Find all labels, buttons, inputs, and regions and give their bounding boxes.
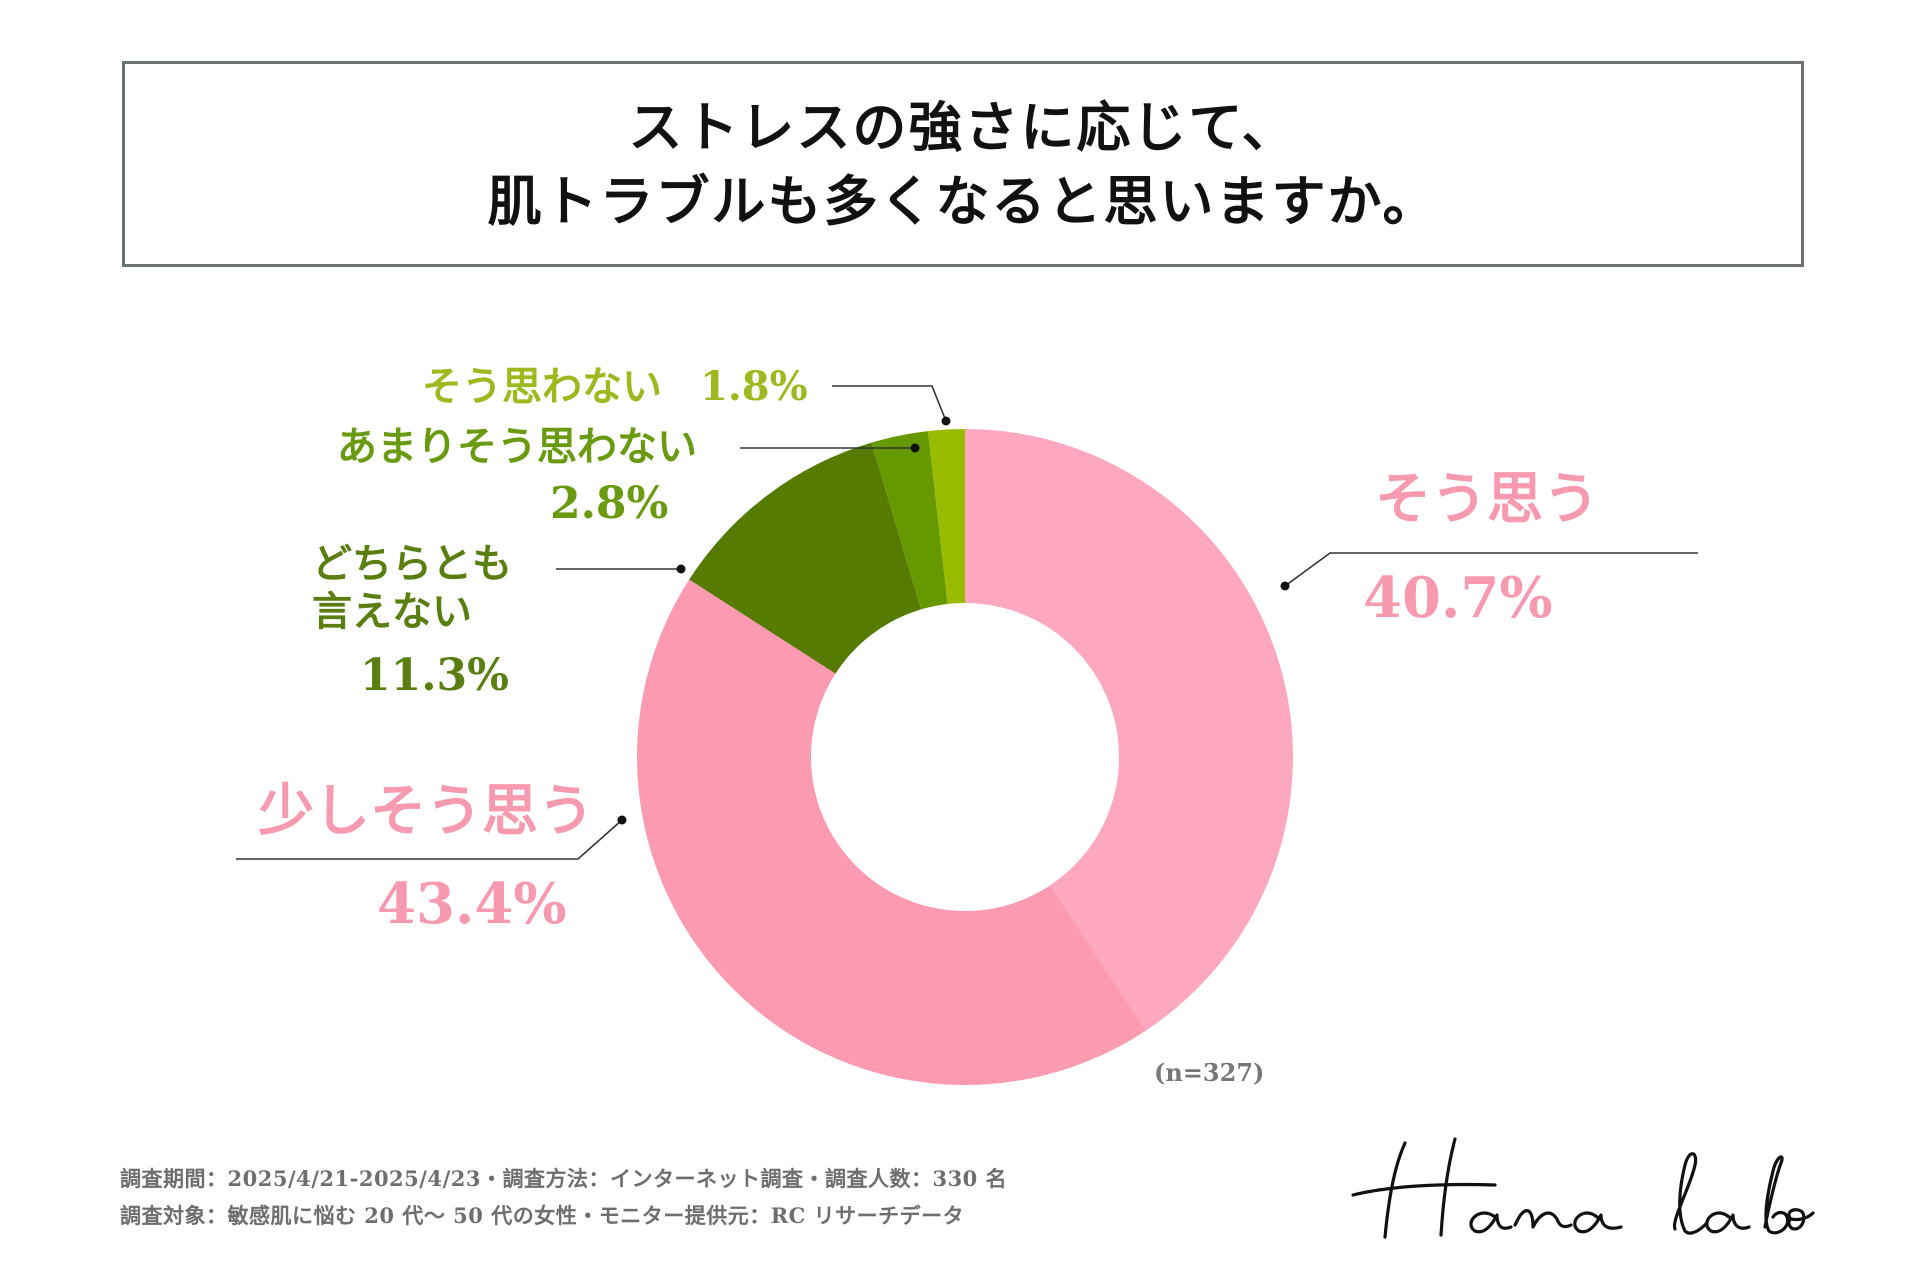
hana-labo-logo [1345,1125,1815,1245]
label-sou-omou: そう思う [1375,466,1599,532]
leader-dot-amari-sou-omowanai [910,443,920,453]
title-line-2: 肌トラブルも多くなると思いますか。 [487,169,1439,233]
leader-dot-sukoshi-sou-omou [617,815,627,825]
leader-dot-sou-omou [1280,581,1290,591]
leader-line-sukoshi-sou-omou [236,819,623,860]
title-line-1: ストレスの強さに応じて、 [628,95,1298,159]
label-sukoshi-sou-omou: 少しそう思う [258,778,594,844]
label-dochira-tomo-ienai-line2: 言えない [312,588,472,635]
label-dochira-tomo-ienai-line1: どちらとも [312,540,512,587]
leader-dot-dochira-tomo-ienai [676,564,686,574]
label-sou-omowanai: そう思わない [422,363,662,410]
leader-line-sou-omou [1284,552,1698,587]
slice-sukoshi-sou-omou [636,579,1146,1085]
slice-sou-omou [965,429,1293,1031]
value-amari-sou-omowanai: 2.8% [550,478,668,529]
survey-info-line-1: 調査期間：2025/4/21-2025/4/23・調査方法：インターネット調査・… [120,1166,1008,1191]
value-dochira-tomo-ienai: 11.3% [360,650,509,701]
title-box: ストレスの強さに応じて、 肌トラブルも多くなると思いますか。 [122,61,1804,267]
logo-signature [1351,1137,1815,1239]
leader-dot-sou-omowanai [941,416,951,426]
slice-amari-sou-omowanai [871,431,948,610]
value-sou-omowanai: 1.8% [700,363,808,410]
value-sou-omou: 40.7% [1363,565,1553,631]
sample-size-label: (n=327) [1154,1058,1265,1087]
slice-sou-omowanai [927,429,965,604]
leader-line-sou-omowanai [832,385,947,422]
survey-info-line-2: 調査対象：敏感肌に悩む 20 代〜 50 代の女性・モニター提供元：RC リサー… [120,1203,965,1228]
slice-dochira-tomo-ienai [689,442,922,674]
label-amari-sou-omowanai: あまりそう思わない [337,423,697,470]
value-sukoshi-sou-omou: 43.4% [377,871,567,937]
